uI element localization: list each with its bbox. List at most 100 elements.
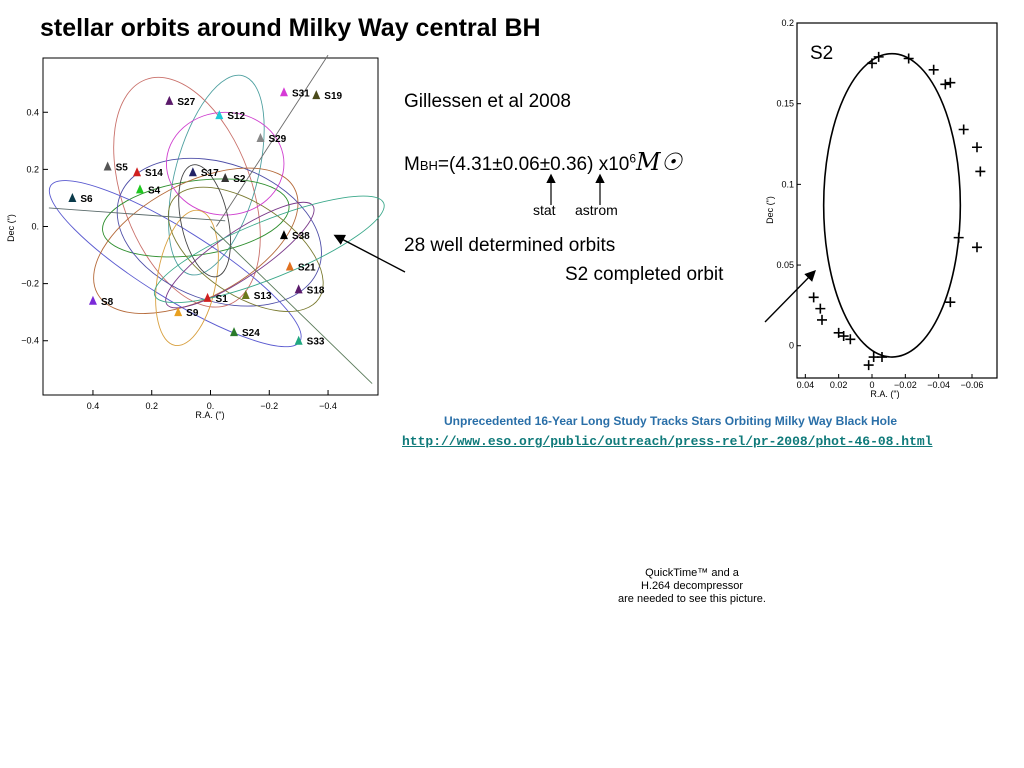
star-marker (279, 87, 288, 97)
x-tick-label: 0. (207, 401, 215, 411)
star-label: S4 (148, 185, 161, 196)
astrom-error-label: astrom (575, 202, 618, 218)
axis-ticks: 0.4 0.2 0. −0.2 −0.4 0.4 0.2 0. −0.2 −0.4 (21, 107, 337, 411)
s2-completed-note: S2 completed orbit (565, 264, 724, 285)
star-label: S17 (201, 168, 219, 179)
s2-y-tick-label: 0.15 (776, 99, 794, 109)
star-label: S5 (116, 163, 129, 174)
x-tick-label: 0.4 (87, 401, 100, 411)
star-marker (294, 335, 303, 345)
s2-y-axis-label: Dec (") (765, 196, 775, 224)
s2-y-tick-label: 0.2 (781, 18, 794, 28)
s2-chart-title: S2 (810, 43, 833, 64)
star-marker (285, 261, 294, 271)
star-marker (174, 307, 183, 317)
s2-x-tick-label: −0.06 (961, 380, 984, 390)
page-title: stellar orbits around Milky Way central … (40, 14, 541, 42)
star-marker (103, 161, 112, 171)
stellar-orbits-chart: S31 S19 S27 S12 S29 S5 S14 S17 S2 S6 S4 S38 S21 S18 S1… (6, 54, 385, 420)
orbit-path (178, 164, 231, 278)
star-label: S12 (227, 111, 245, 122)
s2-x-axis-label: R.A. (") (870, 389, 899, 399)
s2-y-tick-label: 0 (789, 341, 794, 351)
s2-data-point (928, 64, 939, 75)
s2-data-point (975, 166, 986, 177)
star-label: S24 (242, 328, 260, 339)
star-marker (279, 230, 288, 240)
orbit-paths (48, 54, 385, 384)
s2-x-tick-label: −0.04 (927, 380, 950, 390)
news-headline: Unprecedented 16-Year Long Study Tracks … (444, 414, 898, 428)
s2-data-point (815, 303, 826, 314)
orbit-path (165, 201, 315, 309)
star-label: S13 (254, 291, 272, 302)
orbit-path (167, 186, 324, 312)
mass-prefix: M (404, 154, 420, 175)
s2-data-points (808, 51, 986, 371)
black-hole-mass: MBH=(4.31±0.06±0.36) x106M☉ (404, 148, 682, 176)
s2-x-tick-label: 0 (869, 380, 874, 390)
s2-x-tick-label: −0.02 (894, 380, 917, 390)
star-label: S18 (307, 285, 325, 296)
star-marker (88, 295, 97, 305)
s2-data-point (945, 77, 956, 88)
s2-orbit-ellipse (822, 52, 962, 358)
s2-data-point (838, 331, 849, 342)
star-marker (68, 192, 77, 202)
y-tick-label: 0.2 (26, 164, 39, 174)
orbit-path (165, 111, 285, 216)
y-tick-label: 0. (31, 222, 39, 232)
reference-citation: Gillessen et al 2008 (404, 91, 571, 112)
star-label: S33 (307, 337, 325, 348)
star-label: S6 (80, 194, 93, 205)
s2-data-point (867, 58, 877, 69)
s2-axis-ticks: 0.04 0.02 0 −0.02 −0.04 −0.06 0.2 0.15 0.1 0.05 0 (776, 18, 983, 390)
star-label: S2 (233, 174, 246, 185)
s2-orbit-chart: S2 0.04 0.02 0 −0.02 −0.04 −0.060.20.150.10.0… (765, 18, 998, 399)
star-marker (294, 284, 303, 294)
x-tick-label: −0.2 (260, 401, 278, 411)
s2-data-point (873, 51, 884, 62)
star-label: S29 (268, 134, 286, 145)
stat-error-label: stat (533, 202, 556, 218)
s2-data-point (903, 53, 914, 64)
star-label: S19 (324, 91, 342, 102)
star-marker (221, 172, 230, 182)
s2-plot-frame (796, 22, 998, 379)
orbit-path (168, 74, 265, 276)
orbit-path (153, 195, 385, 304)
s2-data-point (972, 142, 982, 153)
orbit-path (216, 54, 329, 227)
news-link[interactable]: http://www.eso.org/public/outreach/press… (402, 434, 933, 449)
star-marker (241, 290, 250, 300)
y-tick-label: 0.4 (26, 107, 39, 117)
star-label: S21 (298, 262, 316, 273)
quicktime-line: H.264 decompressor (640, 580, 744, 592)
orbit-path (93, 167, 299, 314)
star-marker (230, 327, 239, 337)
star-marker (203, 292, 212, 302)
star-label: S27 (177, 97, 195, 108)
quicktime-line: are needed to see this picture. (618, 593, 766, 605)
s2-x-tick-label: 0.04 (797, 380, 815, 390)
quicktime-line: QuickTime™ and a (645, 567, 739, 579)
x-tick-label: −0.4 (319, 401, 337, 411)
star-marker (188, 167, 197, 177)
s2-data-point (958, 124, 969, 135)
y-axis-label: Dec (") (6, 214, 16, 242)
star-markers: S31 S19 S27 S12 S29 S5 S14 S17 S2 S6 S4 S38 S21 S18 S1… (68, 87, 343, 348)
star-marker (256, 132, 265, 142)
s2-data-point (877, 352, 887, 363)
orbit-path (155, 209, 219, 347)
star-label: S1 (216, 294, 229, 305)
s2-data-point (863, 360, 874, 371)
orbit-path (210, 226, 373, 384)
orbits-count-note: 28 well determined orbits (404, 235, 616, 256)
star-marker (215, 110, 224, 120)
s2-data-point (945, 297, 956, 308)
s2-data-point (953, 232, 964, 243)
star-marker (165, 95, 174, 105)
s2-data-point (808, 292, 819, 303)
star-label: S38 (292, 231, 310, 242)
s2-data-point (868, 352, 879, 363)
